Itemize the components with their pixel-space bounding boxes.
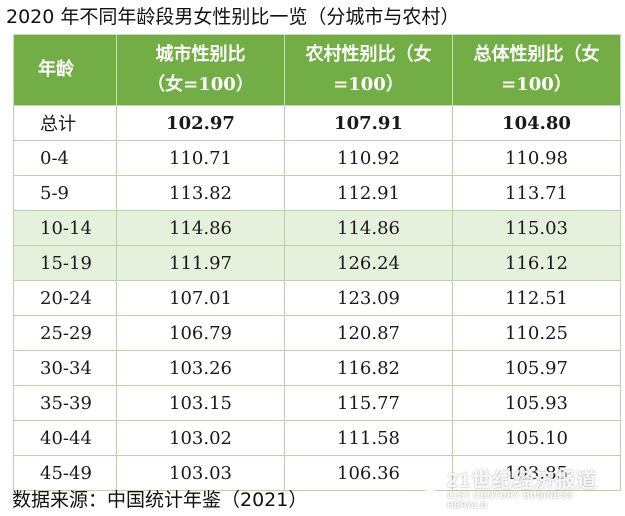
rural-ratio-cell: 115.77 [284, 385, 453, 421]
table-row-highlighted: 15-19 111.97 126.24 116.12 [13, 245, 621, 281]
page-title: 2020 年不同年龄段男女性别比一览（分城市与农村） [6, 6, 460, 28]
table-row: 35-39 103.15 115.77 105.93 [13, 385, 621, 421]
rural-ratio-cell: 107.91 [284, 105, 453, 141]
age-group-cell: 40-44 [13, 420, 117, 456]
overall-ratio-cell: 110.98 [452, 140, 621, 176]
urban-ratio-cell: 111.97 [116, 245, 285, 281]
age-group-cell: 30-34 [13, 350, 117, 386]
age-group-cell: 10-14 [13, 210, 117, 246]
age-group-cell: 35-39 [13, 385, 117, 421]
overall-ratio-cell: 116.12 [452, 245, 621, 281]
table-row: 30-34 103.26 116.82 105.97 [13, 350, 621, 386]
rural-ratio-cell: 116.82 [284, 350, 453, 386]
header-overall-ratio: 总体性别比（女 =100） [452, 34, 621, 106]
overall-ratio-cell: 105.93 [452, 385, 621, 421]
urban-ratio-cell: 103.26 [116, 350, 285, 386]
age-group-cell: 20-24 [13, 280, 117, 316]
header-row: 年龄 城市性别比 （女=100） 农村性别比（女 =100） 总体性别比（女 =… [13, 34, 621, 106]
urban-ratio-cell: 114.86 [116, 210, 285, 246]
header-rural-line-2: =100） [333, 74, 404, 95]
sex-ratio-table: 年龄 城市性别比 （女=100） 农村性别比（女 =100） 总体性别比（女 =… [13, 34, 621, 491]
header-urban-ratio: 城市性别比 （女=100） [116, 34, 285, 106]
age-group-cell: 5-9 [13, 175, 117, 211]
header-overall-line-2: =100） [501, 74, 572, 95]
urban-ratio-cell: 110.71 [116, 140, 285, 176]
age-group-cell: 15-19 [13, 245, 117, 281]
rural-ratio-cell: 111.58 [284, 420, 453, 456]
header-urban-line-1: 城市性别比 [155, 44, 246, 65]
age-group-cell: 0-4 [13, 140, 117, 176]
overall-ratio-cell: 105.97 [452, 350, 621, 386]
table-row: 20-24 107.01 123.09 112.51 [13, 280, 621, 316]
overall-ratio-cell: 110.25 [452, 315, 621, 351]
rural-ratio-cell: 126.24 [284, 245, 453, 281]
urban-ratio-cell: 113.82 [116, 175, 285, 211]
header-age: 年龄 [13, 34, 117, 106]
overall-ratio-cell: 113.71 [452, 175, 621, 211]
header-urban-line-2: （女=100） [147, 74, 254, 95]
rural-ratio-cell: 112.91 [284, 175, 453, 211]
table-row: 25-29 106.79 120.87 110.25 [13, 315, 621, 351]
header-age-label: 年龄 [38, 59, 74, 80]
age-group-cell: 25-29 [13, 315, 117, 351]
data-source-note: 数据来源：中国统计年鉴（2021） [12, 489, 308, 511]
age-group-cell: 总计 [13, 105, 117, 141]
rural-ratio-cell: 123.09 [284, 280, 453, 316]
overall-ratio-cell: 115.03 [452, 210, 621, 246]
rural-ratio-cell: 106.36 [284, 455, 453, 491]
urban-ratio-cell: 103.15 [116, 385, 285, 421]
rural-ratio-cell: 110.92 [284, 140, 453, 176]
table-row-highlighted: 10-14 114.86 114.86 115.03 [13, 210, 621, 246]
rural-ratio-cell: 114.86 [284, 210, 453, 246]
table-row: 5-9 113.82 112.91 113.71 [13, 175, 621, 211]
urban-ratio-cell: 102.97 [116, 105, 285, 141]
header-rural-ratio: 农村性别比（女 =100） [284, 34, 453, 106]
overall-ratio-cell: 103.85 [452, 455, 621, 491]
overall-ratio-cell: 105.10 [452, 420, 621, 456]
header-rural-line-1: 农村性别比（女 [305, 44, 432, 65]
age-group-cell: 45-49 [13, 455, 117, 491]
overall-ratio-cell: 112.51 [452, 280, 621, 316]
urban-ratio-cell: 103.03 [116, 455, 285, 491]
table-row-total: 总计 102.97 107.91 104.80 [13, 105, 621, 141]
table-row: 0-4 110.71 110.92 110.98 [13, 140, 621, 176]
urban-ratio-cell: 107.01 [116, 280, 285, 316]
overall-ratio-cell: 104.80 [452, 105, 621, 141]
header-overall-line-1: 总体性别比（女 [473, 44, 600, 65]
rural-ratio-cell: 120.87 [284, 315, 453, 351]
urban-ratio-cell: 106.79 [116, 315, 285, 351]
watermark-subtitle: 21ST CENTURY BUSINESS HERALD [447, 490, 574, 510]
table-row: 45-49 103.03 106.36 103.85 [13, 455, 621, 491]
table-row: 40-44 103.02 111.58 105.10 [13, 420, 621, 456]
urban-ratio-cell: 103.02 [116, 420, 285, 456]
